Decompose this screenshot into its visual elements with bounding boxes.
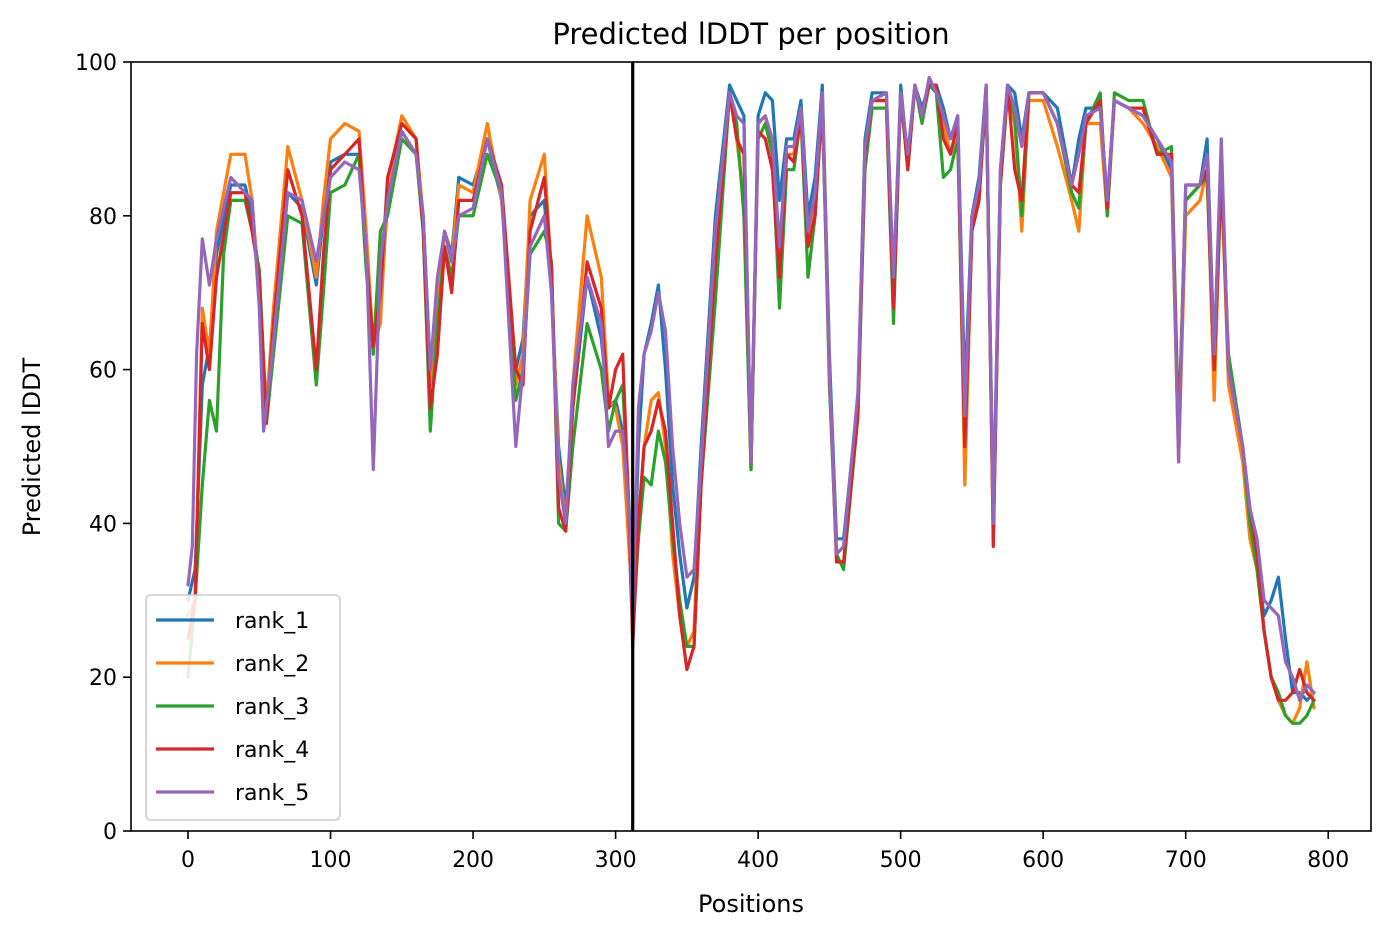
series-line-rank_5 xyxy=(186,75,1316,702)
x-tick-label-200: 200 xyxy=(452,848,494,873)
legend-label-rank_3: rank_3 xyxy=(235,695,309,720)
plot-area xyxy=(186,62,1316,831)
y-tick-label-80: 80 xyxy=(89,205,117,230)
y-tick-label-60: 60 xyxy=(89,359,117,384)
legend-label-rank_2: rank_2 xyxy=(235,652,309,677)
x-axis-label: Positions xyxy=(698,890,804,918)
x-tick-label-800: 800 xyxy=(1307,848,1349,873)
x-tick-label-600: 600 xyxy=(1022,848,1064,873)
y-tick-label-40: 40 xyxy=(89,512,117,537)
legend: rank_1 rank_2 rank_3 rank_4 rank_5 xyxy=(145,594,341,821)
x-tick-label-100: 100 xyxy=(310,848,352,873)
legend-label-rank_1: rank_1 xyxy=(235,609,309,634)
x-tick-label-700: 700 xyxy=(1165,848,1207,873)
y-axis-label: Predicted lDDT xyxy=(18,357,46,536)
axes-frame xyxy=(130,61,1372,832)
legend-label-rank_4: rank_4 xyxy=(235,738,309,763)
legend-label-rank_5: rank_5 xyxy=(235,781,309,806)
y-tick-label-100: 100 xyxy=(75,51,117,76)
y-tick-label-0: 0 xyxy=(103,820,117,845)
x-tick-label-400: 400 xyxy=(737,848,779,873)
series-lines xyxy=(186,75,1316,725)
x-tick-label-300: 300 xyxy=(595,848,637,873)
x-tick-label-500: 500 xyxy=(880,848,922,873)
legend-box xyxy=(145,594,341,821)
axes: 0 100 200 300 400 500 600 700 800 0 20 40 60 80 100 xyxy=(75,51,1372,873)
x-tick-label-0: 0 xyxy=(181,848,195,873)
y-tick-label-20: 20 xyxy=(89,666,117,691)
chart-title: Predicted lDDT per position xyxy=(552,17,949,51)
